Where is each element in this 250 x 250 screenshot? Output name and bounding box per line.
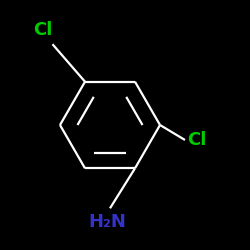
Text: H₂N: H₂N (88, 213, 126, 231)
Text: Cl: Cl (33, 21, 52, 39)
Text: Cl: Cl (188, 131, 207, 149)
